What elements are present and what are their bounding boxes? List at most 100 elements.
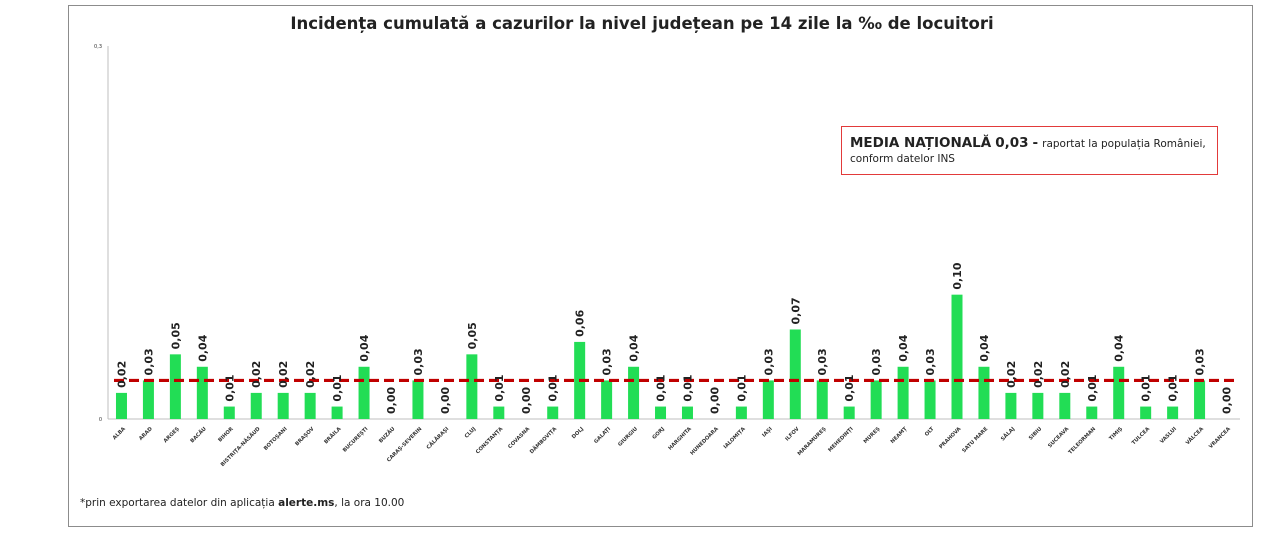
- category-label: VASLUI: [1159, 426, 1178, 445]
- footnote-app: alerte.ms: [278, 497, 335, 509]
- category-label: BUCUREȘTI: [342, 426, 370, 454]
- category-label: BACĂU: [189, 425, 208, 444]
- bar: [681, 406, 693, 419]
- category-label: ARGEȘ: [163, 426, 181, 444]
- bar: [1113, 366, 1125, 419]
- category-label: MARAMUREȘ: [797, 426, 828, 457]
- bar: [789, 329, 801, 419]
- value-label: 0,01: [493, 374, 506, 401]
- category-label: BOTOȘANI: [263, 426, 289, 452]
- value-label: 0,02: [250, 361, 263, 388]
- category-label: GIURGIU: [617, 426, 639, 448]
- bar: [897, 366, 909, 419]
- value-label: 0,03: [412, 348, 425, 375]
- value-label: 0,03: [601, 348, 614, 375]
- value-label: 0,03: [142, 348, 155, 375]
- category-label: TELEORMAN: [1068, 426, 1098, 456]
- category-label: ARAD: [138, 426, 154, 442]
- category-label: IAȘI: [761, 426, 774, 439]
- bar: [304, 392, 316, 419]
- category-label: SATU MARE: [961, 426, 989, 454]
- value-label: 0,03: [1194, 348, 1207, 375]
- bar: [223, 406, 235, 419]
- value-label: 0,02: [1059, 361, 1072, 388]
- category-label: TULCEA: [1131, 426, 1151, 446]
- category-label: SĂLAJ: [999, 425, 1016, 442]
- bar: [655, 406, 667, 419]
- value-label: 0,01: [1167, 374, 1180, 401]
- national-average-label: MEDIA NAȚIONALĂ: [850, 135, 992, 151]
- value-label: 0,02: [277, 361, 290, 388]
- category-label: DOLJ: [571, 426, 585, 440]
- bar: [601, 380, 613, 419]
- value-label: 0,10: [951, 262, 964, 289]
- category-label: NEAMȚ: [890, 426, 909, 445]
- category-label: GORJ: [651, 426, 666, 441]
- category-label: PRAHOVA: [938, 426, 962, 450]
- bar: [169, 354, 181, 419]
- value-label: 0,03: [816, 348, 829, 375]
- value-label: 0,03: [762, 348, 775, 375]
- category-label: VRANCEA: [1208, 426, 1232, 450]
- bar: [870, 380, 882, 419]
- bar: [628, 366, 640, 419]
- bar: [277, 392, 289, 419]
- bar: [466, 354, 478, 419]
- category-label: GALAȚI: [593, 426, 612, 445]
- value-label: 0,00: [708, 387, 721, 414]
- footnote: *prin exportarea datelor din aplicația a…: [80, 497, 404, 509]
- value-label: 0,00: [520, 387, 533, 414]
- category-label: CĂLĂRAȘI: [425, 425, 450, 450]
- category-label: TIMIȘ: [1108, 426, 1124, 442]
- bar: [115, 392, 127, 419]
- value-labels: 0,02 0,03 0,05 0,04 0,01 0,02 0,02 0,02 0,01 0,04…: [115, 262, 1233, 414]
- bar: [924, 380, 936, 419]
- value-label: 0,02: [1032, 361, 1045, 388]
- bar: [1086, 406, 1098, 419]
- category-label: BRĂILA: [323, 425, 343, 445]
- value-label: 0,04: [978, 334, 991, 361]
- category-label: CLUJ: [464, 426, 478, 440]
- category-label: CONSTANȚA: [475, 426, 504, 455]
- bar: [142, 380, 154, 419]
- bar: [843, 406, 855, 419]
- value-label: 0,03: [924, 348, 937, 375]
- bar: [978, 366, 990, 419]
- bar: [735, 406, 747, 419]
- value-label: 0,02: [304, 361, 317, 388]
- bar: [1140, 406, 1152, 419]
- bar: [331, 406, 343, 419]
- bar: [1032, 392, 1044, 419]
- bar: [951, 294, 963, 419]
- category-label: MUREȘ: [863, 426, 882, 445]
- national-average-box: MEDIA NAȚIONALĂ 0,03 - raportat la popul…: [841, 126, 1218, 175]
- category-label: BIHOR: [217, 426, 234, 443]
- category-label: ALBA: [112, 426, 127, 441]
- bar: [493, 406, 505, 419]
- national-average-value: 0,03: [995, 135, 1029, 151]
- category-label: SUCEAVA: [1047, 426, 1070, 449]
- bar: [196, 366, 208, 419]
- category-label: IALOMIȚA: [723, 426, 747, 450]
- value-label: 0,06: [574, 309, 587, 336]
- value-label: 0,04: [358, 334, 371, 361]
- bar: [1167, 406, 1179, 419]
- national-average-dash: -: [1032, 135, 1039, 151]
- bar: [1059, 392, 1071, 419]
- footnote-text: *prin exportarea datelor din aplicația: [80, 497, 279, 509]
- bar: [816, 380, 828, 419]
- value-label: 0,04: [628, 334, 641, 361]
- axes: 00,3: [94, 44, 1240, 423]
- value-label: 0,01: [1086, 374, 1099, 401]
- value-label: 0,04: [1113, 334, 1126, 361]
- bar: [1194, 380, 1206, 419]
- footnote-time: , la ora 10.00: [334, 497, 405, 509]
- bar: [762, 380, 774, 419]
- bar: [250, 392, 262, 419]
- category-label: SIBIU: [1028, 426, 1043, 441]
- national-average-text: raportat la populația României,: [1042, 138, 1206, 150]
- category-label: HUNEDOARA: [689, 426, 719, 456]
- category-label: COVASNA: [507, 426, 531, 450]
